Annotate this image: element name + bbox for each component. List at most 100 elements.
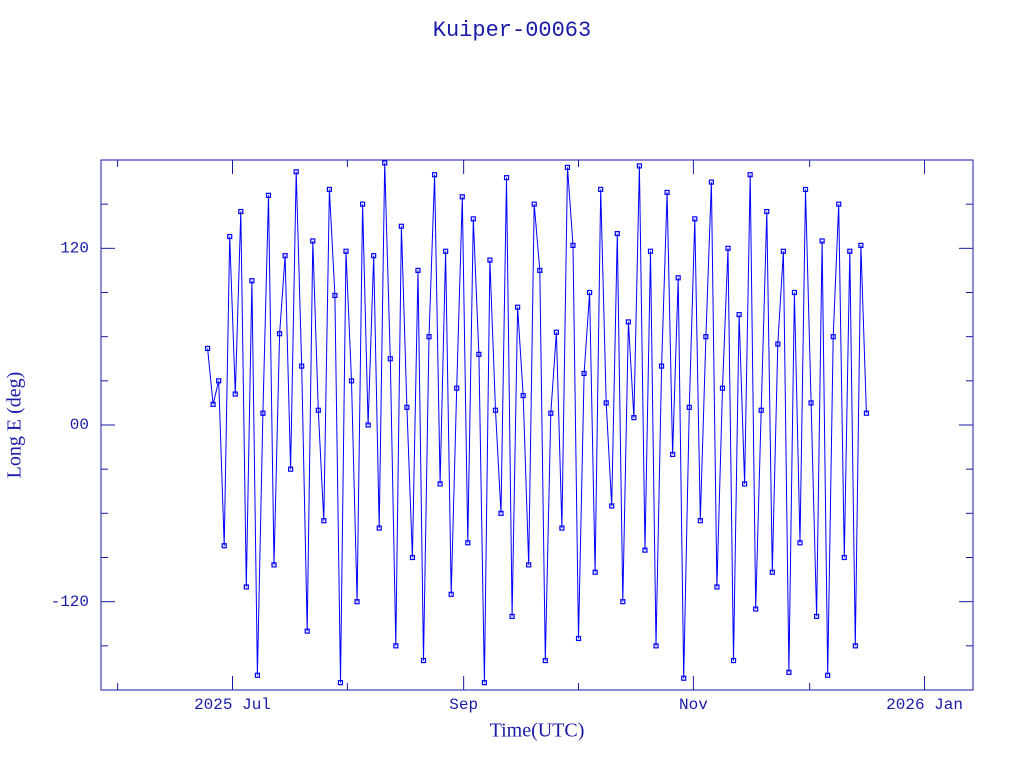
point-marker bbox=[520, 392, 526, 399]
point-marker bbox=[271, 562, 277, 568]
point-marker bbox=[697, 518, 703, 524]
point-marker bbox=[337, 680, 344, 686]
point-marker bbox=[692, 216, 698, 222]
point-marker bbox=[227, 233, 233, 240]
point-marker bbox=[631, 415, 637, 421]
point-marker bbox=[465, 540, 471, 546]
point-marker bbox=[642, 547, 648, 553]
point-marker bbox=[841, 554, 847, 561]
point-marker bbox=[431, 172, 438, 178]
point-marker bbox=[254, 672, 261, 678]
point-marker bbox=[498, 510, 504, 516]
series-line bbox=[207, 162, 867, 683]
point-marker bbox=[276, 331, 283, 337]
point-marker bbox=[365, 422, 371, 428]
point-marker bbox=[542, 657, 548, 664]
x-tick-label: 2026 Jan bbox=[886, 696, 963, 714]
point-marker bbox=[470, 216, 476, 222]
point-marker bbox=[825, 672, 831, 678]
point-marker bbox=[780, 248, 786, 254]
point-marker bbox=[786, 669, 792, 675]
point-marker bbox=[288, 466, 294, 472]
point-marker bbox=[376, 525, 382, 531]
point-marker bbox=[393, 643, 399, 649]
point-marker bbox=[575, 635, 582, 642]
point-marker bbox=[581, 370, 587, 377]
point-marker bbox=[509, 613, 515, 619]
point-marker bbox=[858, 242, 864, 248]
x-tick-label: 2025 Jul bbox=[194, 696, 271, 714]
point-marker bbox=[354, 599, 360, 605]
point-marker bbox=[243, 584, 249, 590]
point-marker bbox=[515, 304, 521, 310]
point-marker bbox=[526, 562, 532, 568]
point-marker bbox=[791, 289, 798, 296]
point-marker bbox=[437, 481, 443, 487]
point-marker bbox=[321, 518, 327, 524]
point-marker bbox=[764, 208, 770, 215]
point-marker bbox=[675, 275, 681, 281]
point-marker bbox=[708, 179, 715, 185]
y-tick-label: 120 bbox=[60, 240, 89, 258]
point-marker bbox=[863, 410, 870, 416]
point-marker bbox=[681, 675, 687, 681]
x-tick-label: Sep bbox=[449, 696, 478, 714]
point-marker bbox=[686, 404, 692, 410]
point-marker bbox=[343, 248, 349, 254]
point-marker bbox=[647, 248, 654, 254]
point-marker bbox=[775, 341, 781, 347]
point-marker bbox=[564, 164, 571, 170]
y-tick-label: 00 bbox=[70, 416, 89, 434]
point-marker bbox=[454, 385, 460, 391]
point-marker bbox=[492, 407, 499, 413]
point-marker bbox=[758, 407, 764, 413]
point-marker bbox=[819, 238, 825, 244]
point-marker bbox=[653, 643, 659, 649]
point-marker bbox=[459, 194, 465, 200]
point-marker bbox=[426, 334, 432, 340]
point-marker bbox=[664, 189, 670, 195]
y-axis-label: Long E (deg) bbox=[4, 372, 26, 479]
point-marker bbox=[742, 481, 748, 487]
point-marker bbox=[221, 543, 227, 549]
point-marker bbox=[371, 253, 377, 259]
point-marker bbox=[620, 599, 626, 605]
point-marker bbox=[548, 410, 554, 416]
point-marker bbox=[725, 245, 731, 251]
point-marker bbox=[409, 554, 416, 561]
point-marker bbox=[852, 643, 858, 649]
point-marker bbox=[210, 401, 216, 407]
point-marker bbox=[282, 253, 288, 259]
point-marker bbox=[503, 175, 510, 181]
point-marker bbox=[802, 186, 809, 193]
point-marker bbox=[570, 242, 576, 248]
point-marker bbox=[836, 201, 842, 207]
point-marker bbox=[609, 503, 615, 509]
point-marker bbox=[598, 186, 604, 193]
point-marker bbox=[387, 356, 393, 362]
point-marker bbox=[730, 657, 737, 664]
point-marker bbox=[847, 248, 853, 254]
point-marker bbox=[736, 311, 742, 318]
point-marker bbox=[299, 363, 305, 369]
point-marker bbox=[310, 238, 316, 244]
chart-title: Kuiper-00063 bbox=[433, 18, 591, 43]
point-marker bbox=[747, 172, 753, 178]
point-marker bbox=[714, 584, 720, 590]
point-marker bbox=[531, 201, 537, 207]
point-marker bbox=[537, 267, 543, 274]
point-marker bbox=[326, 186, 332, 193]
point-marker bbox=[249, 278, 255, 284]
point-marker bbox=[216, 378, 222, 384]
point-marker bbox=[586, 289, 593, 296]
point-marker bbox=[808, 400, 814, 406]
point-marker bbox=[348, 378, 355, 384]
point-marker bbox=[315, 407, 321, 413]
point-marker bbox=[404, 404, 410, 410]
point-marker bbox=[232, 391, 238, 397]
point-marker bbox=[476, 351, 482, 357]
point-marker bbox=[614, 231, 620, 237]
point-marker bbox=[658, 363, 665, 369]
point-marker bbox=[448, 591, 454, 597]
